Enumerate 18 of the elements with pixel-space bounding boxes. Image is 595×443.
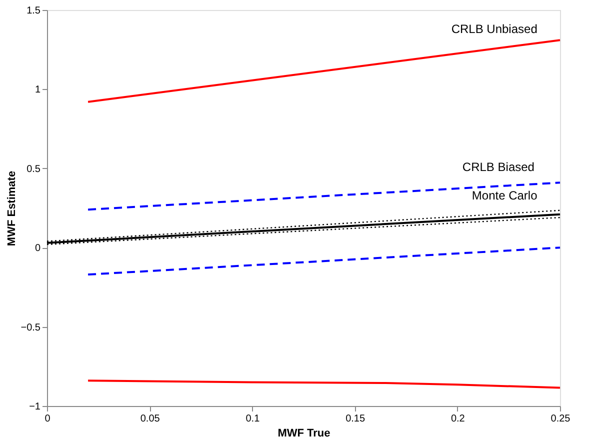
y-tick-label: −0.5 bbox=[20, 322, 41, 334]
x-tick-label: 0.15 bbox=[346, 414, 366, 424]
x-tick-label: 0.05 bbox=[140, 414, 160, 424]
x-tick-label: 0 bbox=[44, 414, 51, 424]
y-axis-title: MWF Estimate bbox=[6, 170, 18, 246]
annotation: CRLB Unbiased bbox=[451, 22, 538, 36]
y-tick-label: 1.5 bbox=[26, 6, 41, 16]
y-tick-label: 0 bbox=[34, 243, 41, 254]
x-axis-title: MWF True bbox=[278, 428, 330, 440]
y-tick-label: 0.5 bbox=[26, 164, 41, 175]
x-tick-label: 0.1 bbox=[246, 414, 260, 424]
y-tick-label: 1 bbox=[34, 84, 41, 96]
annotation: Monte Carlo bbox=[472, 188, 538, 202]
y-tick-label: −1 bbox=[29, 402, 41, 412]
annotation: CRLB Biased bbox=[462, 160, 534, 174]
x-tick-label: 0.25 bbox=[550, 414, 571, 424]
line-series bbox=[87, 380, 561, 389]
x-tick-label: 0.2 bbox=[450, 414, 466, 424]
